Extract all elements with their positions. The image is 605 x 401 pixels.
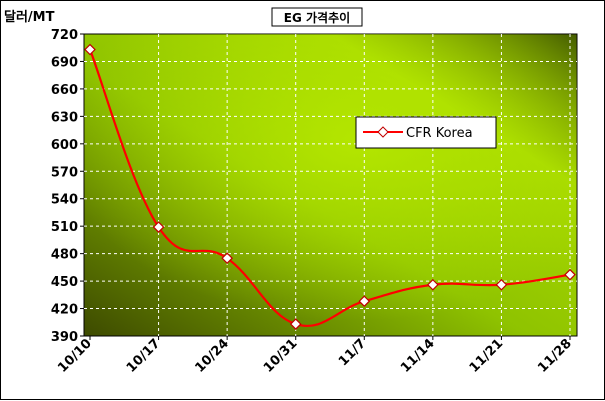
x-tick-label: 11/21 bbox=[467, 336, 507, 376]
x-tick-label: 10/17 bbox=[124, 336, 164, 376]
y-axis-unit-label: 달러/MT bbox=[4, 9, 55, 25]
x-tick-label: 10/24 bbox=[192, 336, 232, 376]
data-point-10-10 bbox=[84, 43, 96, 56]
y-tick-label: 660 bbox=[51, 83, 78, 98]
legend-marker-swatch bbox=[377, 126, 389, 138]
x-tick-label: 10/31 bbox=[261, 336, 301, 376]
data-point-11-14 bbox=[427, 278, 439, 291]
legend: CFR Korea bbox=[355, 116, 497, 149]
y-tick-label: 420 bbox=[51, 303, 78, 318]
y-axis-ticks: 720 690 660 630 600 570 540 510 480 450 420 390 bbox=[51, 28, 84, 345]
y-tick-label: 570 bbox=[51, 165, 78, 180]
y-tick-label: 390 bbox=[51, 330, 78, 345]
y-tick-label: 690 bbox=[51, 55, 78, 70]
data-point-11-28 bbox=[564, 268, 576, 281]
y-tick-label: 600 bbox=[51, 138, 78, 153]
series-markers bbox=[84, 43, 576, 330]
x-tick-label: 11/28 bbox=[535, 336, 575, 376]
x-tick-label: 11/14 bbox=[398, 336, 438, 376]
data-point-10-24 bbox=[221, 252, 233, 265]
y-tick-label: 450 bbox=[51, 275, 78, 290]
chart-title-box: EG 가격추이 bbox=[271, 7, 363, 27]
data-point-10-31 bbox=[289, 318, 302, 330]
y-tick-label: 510 bbox=[51, 220, 78, 235]
y-tick-label: 630 bbox=[51, 110, 78, 125]
legend-label-cfr-korea: CFR Korea bbox=[406, 126, 473, 141]
x-tick-label: 11/7 bbox=[336, 336, 369, 369]
y-tick-label: 480 bbox=[51, 248, 78, 263]
data-point-10-17 bbox=[152, 221, 165, 233]
chart-title: EG 가격추이 bbox=[284, 10, 350, 25]
x-axis-ticks: 10/10 10/17 10/24 10/31 11/7 11/14 11/21 11/28 bbox=[55, 336, 575, 376]
y-tick-label: 540 bbox=[51, 193, 78, 208]
y-tick-label: 720 bbox=[51, 28, 78, 43]
data-point-11-21 bbox=[495, 278, 508, 291]
gridlines bbox=[84, 34, 577, 336]
data-point-11-7 bbox=[358, 295, 371, 308]
plot-area-highlight bbox=[84, 34, 577, 336]
